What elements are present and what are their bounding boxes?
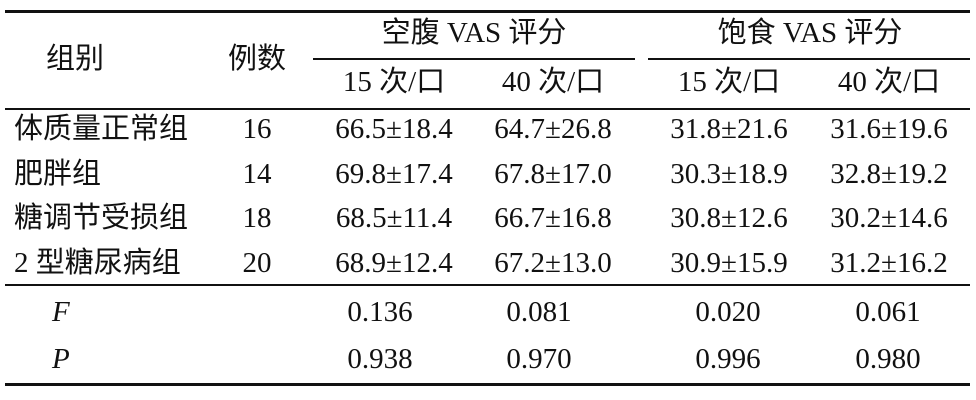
table-top-rule <box>5 10 970 13</box>
row-value: 67.2±13.0 <box>494 247 612 279</box>
row-value: 69.8±17.4 <box>335 158 453 190</box>
row-value: 32.8±19.2 <box>830 158 948 190</box>
row-count: 14 <box>242 158 272 190</box>
row-value: 67.8±17.0 <box>494 158 612 190</box>
header-bottom-rule <box>5 108 970 110</box>
subheader-fasting-15: 15 次/口 <box>342 66 446 98</box>
row-group-label: 2 型糖尿病组 <box>14 247 181 279</box>
row-value: 66.7±16.8 <box>494 202 612 234</box>
row-value: 31.6±19.6 <box>830 113 948 145</box>
stat-label-f: F <box>52 296 70 328</box>
stat-value: 0.081 <box>506 296 572 328</box>
row-group-label: 肥胖组 <box>14 158 102 190</box>
row-value: 30.3±18.9 <box>670 158 788 190</box>
row-count: 20 <box>242 247 272 279</box>
stat-value: 0.996 <box>695 343 761 375</box>
row-value: 64.7±26.8 <box>494 113 612 145</box>
fed-span-rule <box>648 58 970 60</box>
subheader-fasting-40: 40 次/口 <box>501 66 605 98</box>
stat-value: 0.938 <box>347 343 413 375</box>
header-fed-vas: 饱食 VAS 评分 <box>717 17 903 49</box>
row-group-label: 糖调节受损组 <box>14 202 189 234</box>
row-value: 68.5±11.4 <box>335 202 453 234</box>
stat-value: 0.061 <box>855 296 921 328</box>
row-value: 68.9±12.4 <box>335 247 453 279</box>
row-count: 16 <box>242 113 272 145</box>
header-fasting-vas: 空腹 VAS 评分 <box>381 17 567 49</box>
row-value: 31.8±21.6 <box>670 113 788 145</box>
stat-value: 0.980 <box>855 343 921 375</box>
row-value: 31.2±16.2 <box>830 247 948 279</box>
subheader-fed-15: 15 次/口 <box>677 66 781 98</box>
stat-value: 0.020 <box>695 296 761 328</box>
header-count: 例数 <box>227 43 287 75</box>
fasting-span-rule <box>313 58 635 60</box>
row-group-label: 体质量正常组 <box>14 113 189 145</box>
stats-divider-rule <box>5 284 970 286</box>
stat-value: 0.970 <box>506 343 572 375</box>
row-value: 30.8±12.6 <box>670 202 788 234</box>
stat-label-p: P <box>52 343 70 375</box>
subheader-fed-40: 40 次/口 <box>837 66 941 98</box>
header-group: 组别 <box>46 43 105 75</box>
row-value: 30.2±14.6 <box>830 202 948 234</box>
stat-value: 0.136 <box>347 296 413 328</box>
row-count: 18 <box>242 202 272 234</box>
table-bottom-rule <box>5 383 970 386</box>
row-value: 30.9±15.9 <box>670 247 788 279</box>
row-value: 66.5±18.4 <box>335 113 453 145</box>
